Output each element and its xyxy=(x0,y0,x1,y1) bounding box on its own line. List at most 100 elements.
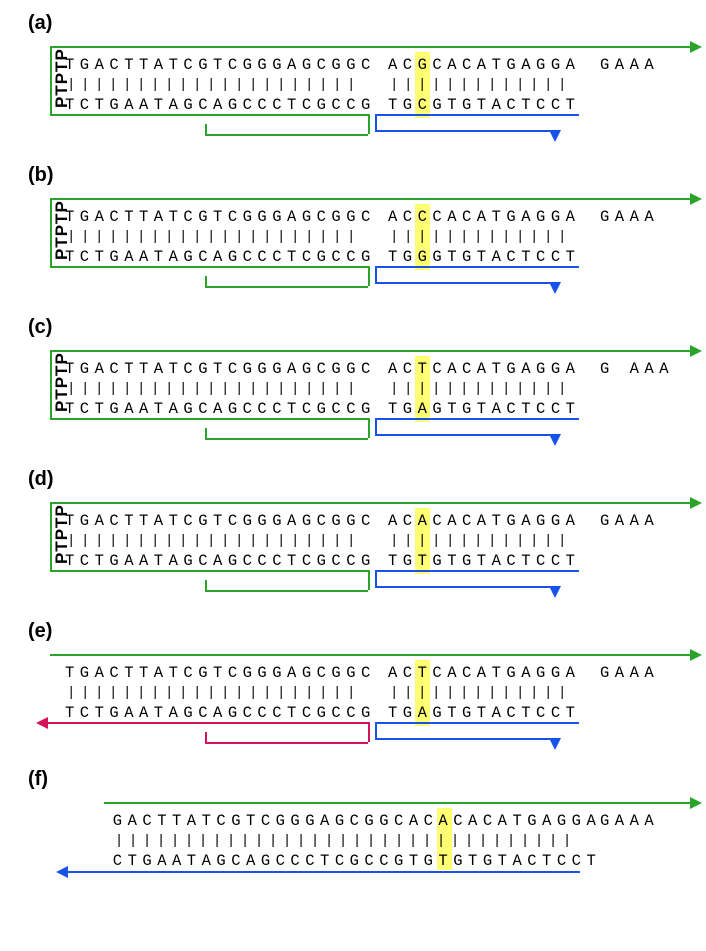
blue-bot-b xyxy=(375,266,579,268)
blue-hook-h-d xyxy=(375,586,555,588)
left-top-a: TGACTTATCGTCGGGAGCGGC xyxy=(65,56,376,74)
right-pipes-c: ||||||||||||| xyxy=(390,381,572,397)
blue-arrow-f xyxy=(56,866,68,878)
left-pipes-e: ||||||||||||||||||||| xyxy=(67,685,361,701)
blue-hook-h-e xyxy=(375,738,555,740)
right-bot-e: TGAGTGTACTCCT xyxy=(388,704,580,722)
left-pipes-a: ||||||||||||||||||||| xyxy=(67,77,361,93)
seq-top-f: GACTTATCGTCGGGAGCGGCACACACATGAGGA xyxy=(98,812,601,830)
green-hook-h-b xyxy=(205,286,368,288)
left-pipes-b: ||||||||||||||||||||| xyxy=(67,229,361,245)
panel-label-f: (f) xyxy=(28,768,48,791)
blue-arrow-c xyxy=(549,434,561,446)
green-hook-tick-a xyxy=(205,124,207,134)
right-bot-b: TGGGTGTACTCCT xyxy=(388,248,580,266)
blue-hook-v-c xyxy=(375,418,377,434)
panel-label-d: (d) xyxy=(28,468,54,491)
right-pipes-d: ||||||||||||| xyxy=(390,533,572,549)
red-bot-e xyxy=(48,722,368,724)
blue-hook-v-d xyxy=(375,570,377,586)
green-top-e xyxy=(50,654,690,656)
green-bot-a xyxy=(50,114,368,116)
panel-label-c: (c) xyxy=(28,316,52,339)
green-hook-v-a xyxy=(368,114,370,134)
green-arrow-b xyxy=(690,193,702,205)
tail-e: GAAA xyxy=(600,664,659,682)
tail-a: GAAA xyxy=(600,56,659,74)
green-hook-tick-b xyxy=(205,276,207,286)
blue-arrow-b xyxy=(549,282,561,294)
red-hook-tick-e xyxy=(205,732,207,742)
green-bot-b xyxy=(50,266,368,268)
red-arrow-e xyxy=(36,717,48,729)
green-hook-v-d xyxy=(368,570,370,590)
tail-c: G AAA xyxy=(600,360,674,378)
left-bot-a: TCTGAATAGCAGCCCTCGCCG xyxy=(65,96,376,114)
green-bot-c xyxy=(50,418,368,420)
green-hook-tick-c xyxy=(205,428,207,438)
blue-hook-h-b xyxy=(375,282,555,284)
right-top-c: ACTCACATGAGGA xyxy=(388,360,580,378)
panel-label-a: (a) xyxy=(28,12,52,35)
green-top-d xyxy=(50,502,690,504)
right-pipes-e: ||||||||||||| xyxy=(390,685,572,701)
green-top-a xyxy=(50,46,690,48)
green-top-f xyxy=(104,802,690,804)
right-top-d: ACACACATGAGGA xyxy=(388,512,580,530)
blue-arrow-d xyxy=(549,586,561,598)
blue-arrow-e xyxy=(549,738,561,750)
green-arrow-c xyxy=(690,345,702,357)
tail-b: GAAA xyxy=(600,208,659,226)
left-bot-b: TCTGAATAGCAGCCCTCGCCG xyxy=(65,248,376,266)
right-bot-a: TGCGTGTACTCCT xyxy=(388,96,580,114)
blue-hook-h-a xyxy=(375,130,555,132)
seq-bot-f: CTGAATAGCAGCCCTCGCCGTGTGTGTACTCCT xyxy=(98,852,601,870)
green-left-c xyxy=(50,350,52,418)
blue-hook-v-a xyxy=(375,114,377,130)
green-hook-v-b xyxy=(368,266,370,286)
red-hook-h-e xyxy=(205,742,368,744)
red-hook-v-e xyxy=(368,722,370,742)
right-pipes-a: ||||||||||||| xyxy=(390,77,572,93)
left-bot-c: TCTGAATAGCAGCCCTCGCCG xyxy=(65,400,376,418)
green-hook-h-d xyxy=(205,590,368,592)
right-pipes-b: ||||||||||||| xyxy=(390,229,572,245)
page: (a)PTPTPTGACTTATCGTCGGGAGCGGCTCTGAATAGCA… xyxy=(0,0,706,951)
blue-hook-v-b xyxy=(375,266,377,282)
blue-bot-a xyxy=(375,114,579,116)
left-top-b: TGACTTATCGTCGGGAGCGGC xyxy=(65,208,376,226)
green-arrow-a xyxy=(690,41,702,53)
green-arrow-d xyxy=(690,497,702,509)
right-bot-d: TGTGTGTACTCCT xyxy=(388,552,580,570)
green-hook-v-c xyxy=(368,418,370,438)
left-top-d: TGACTTATCGTCGGGAGCGGC xyxy=(65,512,376,530)
tail-d: GAAA xyxy=(600,512,659,530)
blue-arrow-a xyxy=(549,130,561,142)
green-arrow-e xyxy=(690,649,702,661)
green-left-d xyxy=(50,502,52,570)
left-top-c: TGACTTATCGTCGGGAGCGGC xyxy=(65,360,376,378)
blue-bot-c xyxy=(375,418,579,420)
tail-f: GAAA xyxy=(600,812,659,830)
left-top-e: TGACTTATCGTCGGGAGCGGC xyxy=(65,664,376,682)
green-bot-d xyxy=(50,570,368,572)
green-left-b xyxy=(50,198,52,266)
green-left-a xyxy=(50,46,52,114)
green-hook-h-c xyxy=(205,438,368,440)
panel-label-b: (b) xyxy=(28,164,54,187)
right-top-a: ACGCACATGAGGA xyxy=(388,56,580,74)
green-arrow-f xyxy=(690,797,702,809)
green-hook-tick-d xyxy=(205,580,207,590)
blue-bot-e xyxy=(375,722,579,724)
right-top-e: ACTCACATGAGGA xyxy=(388,664,580,682)
blue-hook-v-e xyxy=(375,722,377,738)
blue-bot-f xyxy=(68,871,580,873)
blue-bot-d xyxy=(375,570,579,572)
green-top-c xyxy=(50,350,690,352)
left-pipes-d: ||||||||||||||||||||| xyxy=(67,533,361,549)
blue-hook-h-c xyxy=(375,434,555,436)
right-bot-c: TGAGTGTACTCCT xyxy=(388,400,580,418)
green-hook-h-a xyxy=(205,134,368,136)
left-pipes-c: ||||||||||||||||||||| xyxy=(67,381,361,397)
left-bot-e: TCTGAATAGCAGCCCTCGCCG xyxy=(65,704,376,722)
